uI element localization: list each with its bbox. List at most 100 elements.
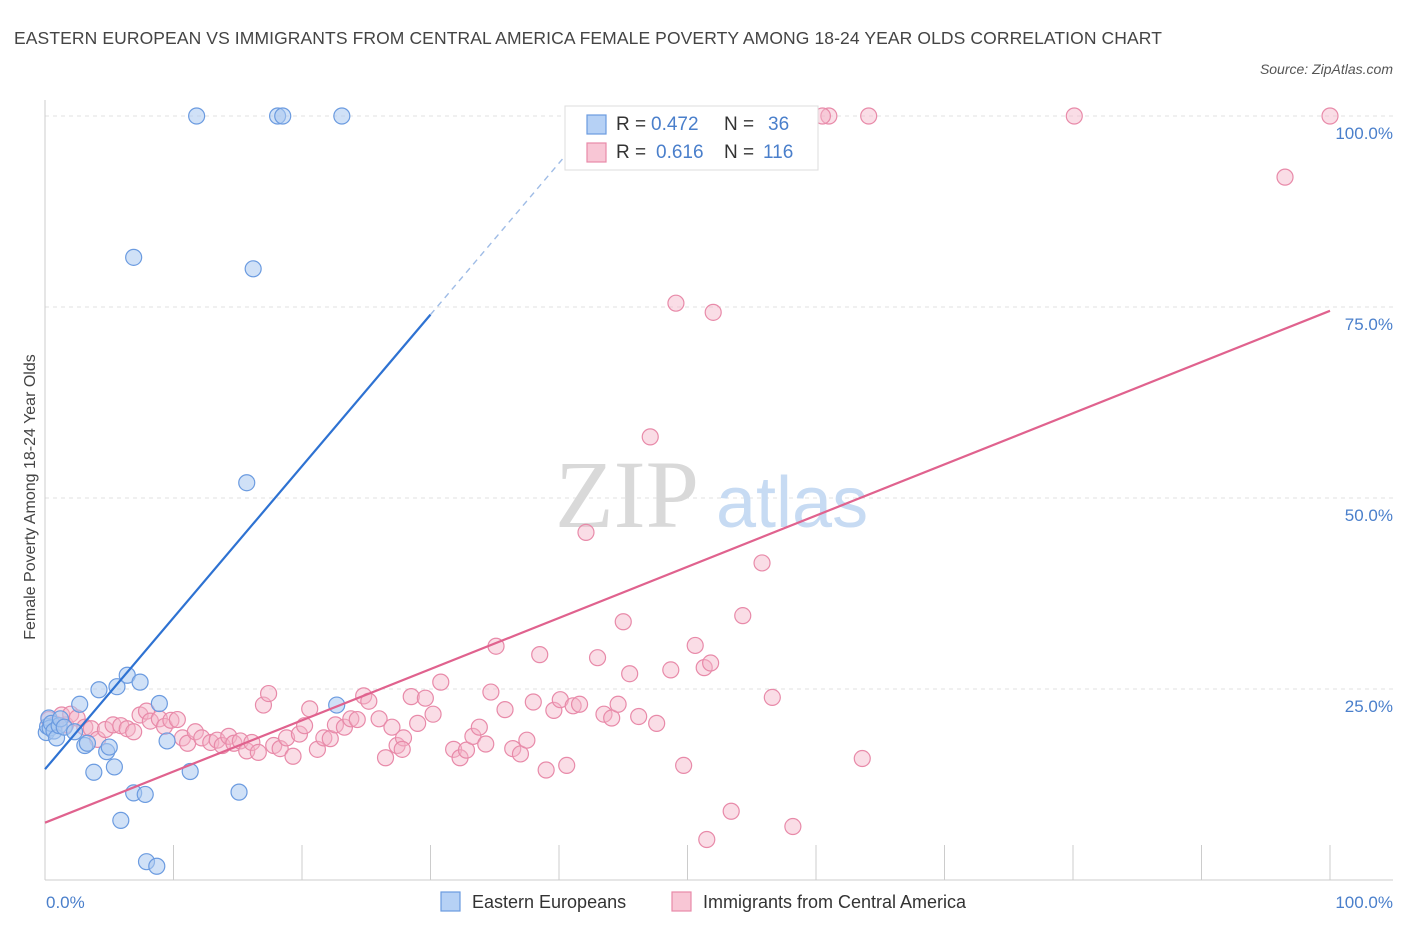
point-central-america-23 [186,723,204,741]
trend-line-central-america [44,309,1331,824]
point-central-america-85 [603,709,621,727]
point-central-america-86 [609,695,627,713]
point-eastern-european-17 [100,738,118,756]
legend-n-label-blue: N = [724,114,754,135]
bottom-legend-label-blue: Eastern Europeans [472,892,626,912]
point-central-america-83 [588,649,607,667]
legend-swatch-blue [586,114,607,135]
point-eastern-european-38 [333,107,351,125]
point-central-america-91 [648,714,666,732]
point-central-america-98 [722,802,740,820]
y-tick-labels: 25.0% 50.0% 75.0% 100.0% [1335,124,1393,716]
point-central-america-19 [162,711,180,729]
point-central-america-102 [784,817,802,836]
point-central-america-96 [702,654,720,672]
trend-line-eastern-european-extension [429,132,586,316]
bottom-legend: Eastern Europeans Immigrants from Centra… [440,891,967,912]
point-central-america-105 [820,107,838,125]
point-central-america-80 [564,697,582,715]
point-central-america-13 [125,723,143,741]
point-central-america-66 [470,718,488,736]
y-tick-label-25: 25.0% [1345,697,1393,716]
point-eastern-european-24 [136,785,154,804]
point-central-america-113 [698,830,716,849]
point-eastern-european-14 [85,763,103,781]
bottom-legend-swatch-pink [671,891,692,912]
point-central-america-57 [402,688,420,706]
point-central-america-110 [1065,107,1083,125]
point-central-america-68 [482,683,500,701]
point-central-america-40 [290,725,309,743]
x-tick-label-min: 0.0% [46,893,85,912]
y-tick-label-50: 50.0% [1345,506,1393,525]
watermark-zip: ZIP [555,441,699,548]
bottom-legend-swatch-blue [440,891,461,912]
point-central-america-20 [168,710,186,729]
point-central-america-75 [531,646,549,664]
point-central-america-38 [277,729,296,747]
point-central-america-37 [271,739,289,758]
legend-r-label-pink: R = [616,142,646,163]
top-legend-box [564,105,819,171]
point-eastern-european-33 [244,260,262,278]
series-points-blue [37,107,351,875]
point-central-america-59 [416,689,434,707]
point-central-america-99 [734,607,752,625]
point-central-america-64 [457,741,476,759]
point-central-america-53 [376,749,395,767]
point-central-america-76 [537,761,555,779]
point-central-america-101 [763,688,781,707]
point-central-america-54 [383,718,401,736]
point-central-america-33 [249,743,267,762]
point-central-america-60 [424,705,442,723]
point-central-america-114 [393,740,411,758]
trend-line-eastern-european [44,313,432,770]
point-central-america-49 [348,710,366,729]
watermark-atlas: atlas [716,463,868,543]
point-central-america-103 [853,749,871,768]
point-central-america-87 [614,613,632,631]
legend-r-value-blue: 0.472 [651,114,699,135]
watermark: ZIP atlas [555,441,868,548]
source-label: Source: ZipAtlas.com [1259,61,1393,77]
trend-lines [44,132,1331,824]
point-eastern-european-30 [188,107,206,125]
legend-n-label-pink: N = [724,142,754,163]
bottom-legend-label-pink: Immigrants from Central America [703,892,967,912]
legend-r-value-pink: 0.616 [656,142,704,163]
point-central-america-84 [595,705,613,723]
x-ticks [44,845,1331,880]
point-central-america-82 [577,523,595,541]
axes [44,100,1393,881]
point-central-america-97 [704,303,722,321]
point-central-america-35 [259,684,278,703]
point-central-america-94 [686,636,704,655]
point-central-america-81 [570,695,589,713]
point-central-america-100 [753,554,771,572]
y-tick-label-100: 100.0% [1335,124,1393,143]
point-central-america-88 [621,665,639,683]
x-tick-label-max: 100.0% [1335,893,1393,912]
point-central-america-67 [477,735,495,753]
legend-n-value-blue: 36 [768,114,789,135]
point-eastern-european-11 [71,695,89,713]
top-legend: R = 0.472 N = 36 R = 0.616 N = 116 [564,105,819,171]
point-central-america-52 [370,710,388,728]
point-central-america-73 [518,731,536,749]
series-points-pink [40,107,1339,849]
point-eastern-european-26 [148,857,166,875]
point-central-america-89 [630,707,648,726]
point-central-america-72 [511,745,530,763]
gridlines [45,115,1393,690]
point-eastern-european-23 [131,673,149,691]
point-central-america-111 [1276,168,1294,186]
legend-swatch-pink [586,142,607,163]
point-eastern-european-10 [65,723,84,741]
point-eastern-european-13 [78,734,97,752]
point-eastern-european-15 [90,681,108,699]
point-central-america-44 [315,729,333,747]
y-tick-label-75: 75.0% [1345,315,1393,334]
point-eastern-european-32 [238,474,256,492]
point-central-america-74 [524,693,542,711]
